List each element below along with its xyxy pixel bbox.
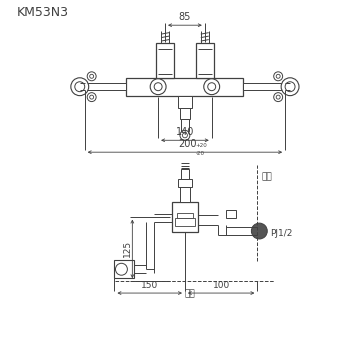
Bar [180, 107, 190, 119]
Circle shape [285, 82, 295, 92]
Text: 85: 85 [179, 12, 191, 22]
Text: 200: 200 [178, 139, 197, 149]
Bar [244, 83, 285, 90]
Circle shape [182, 133, 187, 138]
Circle shape [180, 130, 190, 140]
Text: 床面: 床面 [184, 289, 195, 298]
Bar [114, 260, 134, 278]
Circle shape [208, 83, 216, 91]
Text: 100: 100 [212, 281, 230, 290]
Circle shape [274, 93, 283, 101]
Circle shape [71, 78, 89, 96]
Text: -20: -20 [195, 151, 204, 156]
Circle shape [274, 72, 283, 81]
Text: 150: 150 [141, 281, 158, 290]
Text: 140: 140 [176, 127, 194, 137]
Bar [226, 210, 236, 218]
Bar [156, 43, 174, 78]
Circle shape [87, 72, 96, 81]
Circle shape [90, 95, 94, 99]
Circle shape [150, 79, 166, 94]
Bar [181, 169, 189, 179]
Circle shape [251, 223, 267, 239]
Circle shape [154, 83, 162, 91]
Bar [177, 213, 193, 218]
Bar [175, 218, 195, 226]
Bar [196, 43, 214, 78]
Circle shape [116, 263, 127, 275]
Text: PJ1/2: PJ1/2 [270, 229, 293, 238]
Bar [172, 202, 198, 232]
Bar [181, 119, 189, 131]
Bar [178, 96, 192, 107]
Bar [85, 83, 126, 90]
Text: 壁面: 壁面 [261, 172, 272, 181]
Circle shape [87, 93, 96, 101]
Circle shape [281, 78, 299, 96]
Circle shape [204, 79, 220, 94]
Text: +20: +20 [195, 143, 207, 148]
Text: KM53N3: KM53N3 [16, 6, 68, 19]
Circle shape [75, 82, 85, 92]
Bar [180, 187, 190, 202]
Bar [126, 78, 244, 96]
Bar [178, 179, 192, 187]
Circle shape [276, 74, 280, 78]
Circle shape [90, 74, 94, 78]
Circle shape [276, 95, 280, 99]
Text: 125: 125 [123, 240, 132, 258]
